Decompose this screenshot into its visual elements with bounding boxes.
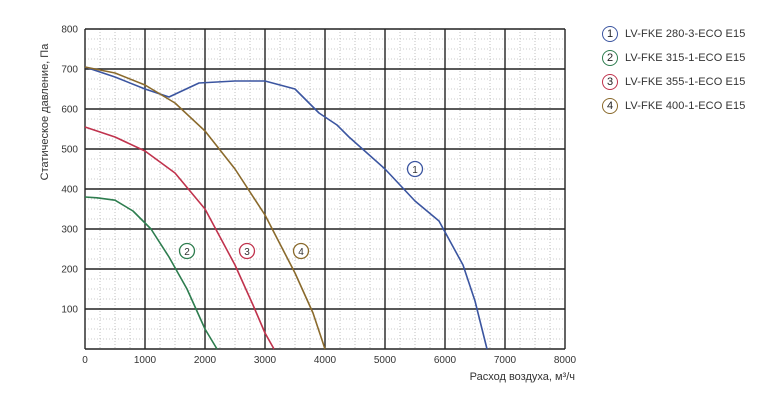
chart-tick-labels: 0 1000 2000 3000 4000 5000 6000 7000 8000 100 200 3… <box>61 25 576 367</box>
series-line-3 <box>84 126 275 350</box>
x-tick-label: 3000 <box>254 355 277 366</box>
chart-series-layer <box>84 66 488 350</box>
y-axis-title: Статическое давление, Па <box>39 43 51 181</box>
curve-label-number: 2 <box>184 247 190 258</box>
chart-legend: 1 LV-FKE 280-3-ECO E15 2 LV-FKE 315-1-ECO E… <box>602 22 745 118</box>
curve-label-circle <box>292 242 310 260</box>
x-tick-label: 7000 <box>494 355 517 366</box>
curve-label-number: 4 <box>298 247 304 258</box>
y-tick-label: 500 <box>61 145 78 156</box>
legend-item-2: 2 LV-FKE 315-1-ECO E15 <box>602 46 745 70</box>
curve-label-number: 1 <box>412 165 418 176</box>
legend-label: LV-FKE 315-1-ECO E15 <box>625 52 746 64</box>
legend-label: LV-FKE 355-1-ECO E15 <box>625 76 746 88</box>
legend-item-3: 3 LV-FKE 355-1-ECO E15 <box>602 70 745 94</box>
series-line-2 <box>84 196 218 350</box>
legend-marker: 3 <box>602 74 618 90</box>
legend-marker: 1 <box>602 26 618 42</box>
y-tick-label: 200 <box>61 265 78 276</box>
legend-marker: 2 <box>602 50 618 66</box>
x-tick-label: 2000 <box>194 355 217 366</box>
chart-grid <box>84 28 566 350</box>
curve-label-4: 4 <box>292 242 310 260</box>
curve-label-1: 1 <box>406 160 424 178</box>
legend-label: LV-FKE 400-1-ECO E15 <box>625 100 746 112</box>
x-tick-label: 5000 <box>374 355 397 366</box>
legend-marker: 4 <box>602 98 618 114</box>
y-tick-label: 600 <box>61 105 78 116</box>
curve-label-circle <box>406 160 424 178</box>
y-tick-label: 300 <box>61 225 78 236</box>
legend-item-4: 4 LV-FKE 400-1-ECO E15 <box>602 94 745 118</box>
x-axis-title: Расход воздуха, м³/ч <box>470 371 575 383</box>
y-tick-label: 800 <box>61 25 78 36</box>
x-tick-label: 4000 <box>314 355 337 366</box>
x-tick-label: 0 <box>82 355 88 366</box>
x-tick-label: 8000 <box>554 355 577 366</box>
curve-label-3: 3 <box>238 242 256 260</box>
curve-label-2: 2 <box>178 242 196 260</box>
x-tick-label: 6000 <box>434 355 457 366</box>
y-tick-label: 100 <box>61 305 78 316</box>
y-tick-label: 400 <box>61 185 78 196</box>
curve-label-circle <box>178 242 196 260</box>
curve-label-circle <box>238 242 256 260</box>
x-tick-label: 1000 <box>134 355 157 366</box>
legend-item-1: 1 LV-FKE 280-3-ECO E15 <box>602 22 745 46</box>
chart-curve-labels: 1 2 3 4 <box>178 160 424 260</box>
series-line-4 <box>84 66 326 350</box>
y-tick-label: 700 <box>61 65 78 76</box>
legend-label: LV-FKE 280-3-ECO E15 <box>625 28 746 40</box>
curve-label-number: 3 <box>244 247 250 258</box>
